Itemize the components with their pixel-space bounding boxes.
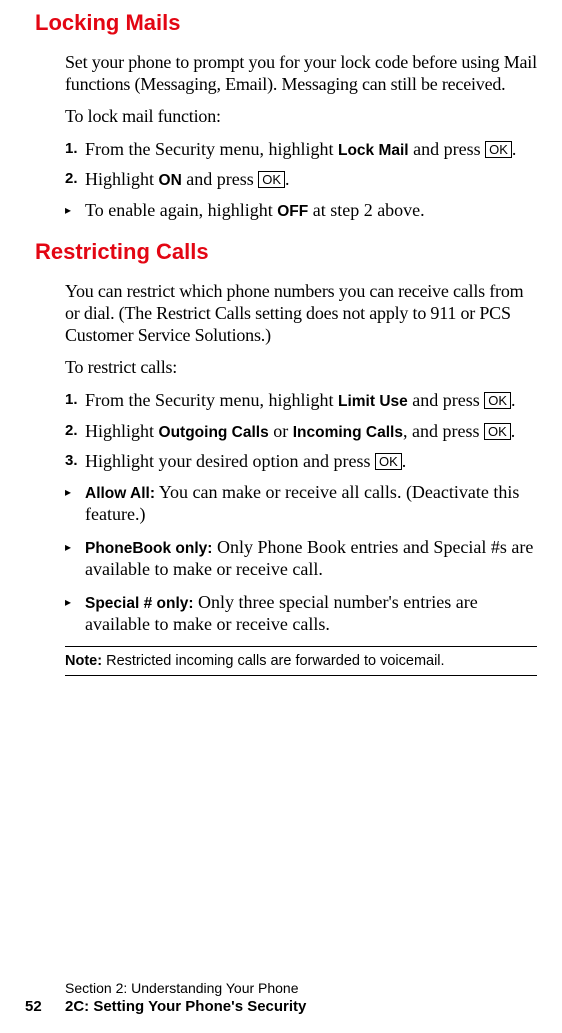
locking-intro: Set your phone to prompt you for your lo… [65,52,537,96]
step-number: 2. [65,168,85,191]
page-number: 52 [25,998,65,1015]
text-fragment: and press [408,390,484,410]
bold-incoming: Incoming Calls [293,424,403,441]
footer-chapter-line: 522C: Setting Your Phone's Security [25,998,537,1015]
bold-phonebook: PhoneBook only: [85,540,212,557]
step-number: 1. [65,138,85,161]
bold-allow-all: Allow All: [85,485,155,502]
bold-limit-use: Limit Use [338,393,408,410]
note-text: Restricted incoming calls are forwarded … [102,653,445,669]
period: . [512,139,517,159]
locking-lead: To lock mail function: [65,106,537,128]
text-fragment: From the Security menu, highlight [85,139,338,159]
heading-restricting-calls: Restricting Calls [35,239,537,265]
step-number: 1. [65,389,85,412]
step-text: Highlight Outgoing Calls or Incoming Cal… [85,420,537,443]
period: . [285,169,290,189]
restrict-step-2: 2. Highlight Outgoing Calls or Incoming … [65,420,537,443]
bullet-text: Allow All: You can make or receive all c… [85,481,537,526]
text-fragment: Highlight your desired option and press [85,451,375,471]
step-text: From the Security menu, highlight Lock M… [85,138,537,161]
ok-key-icon: OK [485,141,512,158]
bullet-text: To enable again, highlight OFF at step 2… [85,199,537,222]
restrict-step-1: 1. From the Security menu, highlight Lim… [65,389,537,412]
bold-off: OFF [277,203,308,220]
restrict-bullet-phonebook: ▸ PhoneBook only: Only Phone Book entrie… [65,536,537,581]
triangle-icon: ▸ [65,536,85,581]
ok-key-icon: OK [258,171,285,188]
bold-outgoing: Outgoing Calls [159,424,269,441]
bold-special: Special # only: [85,595,194,612]
bullet-text: PhoneBook only: Only Phone Book entries … [85,536,537,581]
triangle-icon: ▸ [65,591,85,636]
ok-key-icon: OK [484,423,511,440]
restrict-lead: To restrict calls: [65,357,537,379]
text-fragment: Highlight [85,421,159,441]
content-area: Locking Mails Set your phone to prompt y… [25,10,537,676]
text-fragment: and press [409,139,485,159]
page: Locking Mails Set your phone to prompt y… [0,0,562,1033]
locking-step-2: 2. Highlight ON and press OK. [65,168,537,191]
triangle-icon: ▸ [65,199,85,222]
triangle-icon: ▸ [65,481,85,526]
period: . [402,451,407,471]
heading-locking-mails: Locking Mails [35,10,537,36]
footer-chapter: 2C: Setting Your Phone's Security [65,998,306,1015]
period: . [511,390,516,410]
bold-lock-mail: Lock Mail [338,142,409,159]
footer-section: Section 2: Understanding Your Phone [65,980,537,996]
step-number: 3. [65,450,85,473]
step-text: Highlight ON and press OK. [85,168,537,191]
text-fragment: , and press [403,421,484,441]
text-fragment: To enable again, highlight [85,200,277,220]
ok-key-icon: OK [484,392,511,409]
period: . [511,421,516,441]
step-text: Highlight your desired option and press … [85,450,537,473]
restrict-step-3: 3. Highlight your desired option and pre… [65,450,537,473]
text-fragment: or [269,421,293,441]
ok-key-icon: OK [375,453,402,470]
page-footer: Section 2: Understanding Your Phone 522C… [25,980,537,1015]
step-text: From the Security menu, highlight Limit … [85,389,537,412]
locking-section: Set your phone to prompt you for your lo… [65,52,537,221]
note-block: Note: Restricted incoming calls are forw… [65,646,537,676]
bold-on: ON [159,172,182,189]
bullet-text: Special # only: Only three special numbe… [85,591,537,636]
note-label: Note: [65,653,102,669]
text-fragment: Highlight [85,169,159,189]
restrict-intro: You can restrict which phone numbers you… [65,281,537,347]
text-fragment: and press [182,169,258,189]
text-fragment: at step 2 above. [308,200,424,220]
locking-bullet: ▸ To enable again, highlight OFF at step… [65,199,537,222]
text-fragment: From the Security menu, highlight [85,390,338,410]
restrict-bullet-special: ▸ Special # only: Only three special num… [65,591,537,636]
restricting-section: You can restrict which phone numbers you… [65,281,537,635]
step-number: 2. [65,420,85,443]
locking-step-1: 1. From the Security menu, highlight Loc… [65,138,537,161]
restrict-bullet-allow-all: ▸ Allow All: You can make or receive all… [65,481,537,526]
